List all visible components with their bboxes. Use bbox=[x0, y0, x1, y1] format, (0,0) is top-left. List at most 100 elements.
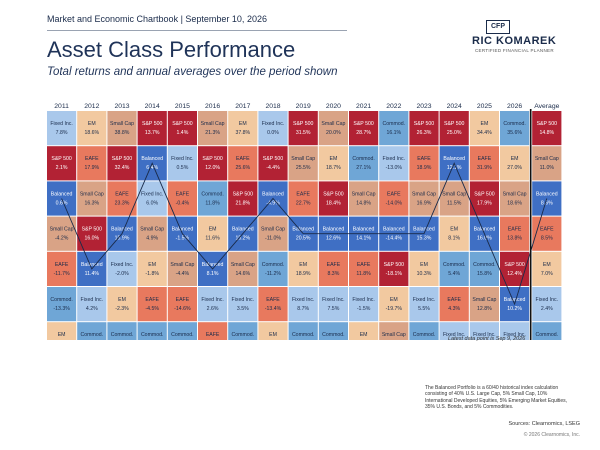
quilt-cell bbox=[469, 322, 499, 340]
cell-value-label: 21.8% bbox=[235, 200, 250, 206]
cell-asset-label: Commod. bbox=[171, 332, 194, 338]
cell-asset-label: Commod. bbox=[536, 332, 559, 338]
quilt-cell bbox=[469, 146, 499, 181]
quilt-cell bbox=[318, 251, 348, 286]
cell-value-label: 14.1% bbox=[356, 236, 371, 242]
cell-value-label: -18.1% bbox=[386, 271, 403, 277]
cell-value-label: 16.9% bbox=[417, 200, 432, 206]
cell-asset-label: EAFE bbox=[176, 297, 190, 303]
quilt-cell bbox=[228, 111, 258, 146]
logo-cfp-badge: CFP bbox=[486, 20, 510, 34]
column-header: 2014 bbox=[145, 103, 160, 110]
cell-value-label: 34.4% bbox=[477, 130, 492, 136]
quilt-cell bbox=[349, 146, 379, 181]
quilt-cell bbox=[532, 287, 562, 322]
cell-value-label: 27.0% bbox=[507, 165, 522, 171]
cell-value-label: 16.1% bbox=[386, 130, 401, 136]
quilt-cell bbox=[379, 287, 409, 322]
cell-asset-label: EAFE bbox=[447, 297, 461, 303]
cell-value-label: 2.4% bbox=[541, 306, 553, 312]
cell-value-label: 8.3% bbox=[327, 271, 339, 277]
quilt-cell bbox=[167, 111, 197, 146]
quilt-cell bbox=[500, 322, 530, 340]
cell-asset-label: EAFE bbox=[508, 227, 522, 233]
cell-asset-label: EAFE bbox=[478, 156, 492, 162]
cell-value-label: 15.9% bbox=[115, 236, 130, 242]
cell-asset-label: EM bbox=[58, 332, 66, 338]
cell-asset-label: EM bbox=[118, 297, 126, 303]
quilt-cell bbox=[228, 146, 258, 181]
cell-value-label: 0.6% bbox=[56, 200, 68, 206]
quilt-cell bbox=[137, 216, 167, 251]
cell-asset-label: Balanced bbox=[443, 156, 465, 162]
quilt-cell bbox=[47, 287, 77, 322]
cell-asset-label: Commod. bbox=[262, 262, 285, 268]
cell-value-label: 8.1% bbox=[207, 271, 219, 277]
cell-asset-label: Small Cap bbox=[110, 121, 134, 127]
column-header: 2015 bbox=[175, 103, 190, 110]
cell-asset-label: Small Cap bbox=[50, 227, 74, 233]
cell-value-label: -13.4% bbox=[265, 306, 282, 312]
cell-asset-label: Balanced bbox=[413, 227, 435, 233]
cell-value-label: 35.6% bbox=[507, 130, 522, 136]
cell-asset-label: EAFE bbox=[55, 262, 69, 268]
cell-asset-label: Commod. bbox=[473, 262, 496, 268]
cell-asset-label: Balanced bbox=[172, 227, 194, 233]
cell-value-label: 11.4% bbox=[85, 271, 100, 277]
cell-value-label: -19.7% bbox=[386, 306, 403, 312]
cell-value-label: 7.0% bbox=[541, 271, 553, 277]
cell-asset-label: Small Cap bbox=[442, 191, 466, 197]
quilt-cell bbox=[409, 111, 439, 146]
page-title: Asset Class Performance bbox=[47, 37, 296, 62]
cell-value-label: 31.9% bbox=[477, 165, 492, 171]
cell-value-label: -4.4% bbox=[176, 271, 190, 277]
quilt-cell bbox=[198, 216, 228, 251]
cell-asset-label: Commod. bbox=[292, 332, 315, 338]
page-subtitle: Total returns and annual averages over t… bbox=[47, 66, 338, 78]
cell-value-label: 38.8% bbox=[115, 130, 130, 136]
cell-asset-label: Small Cap bbox=[261, 227, 285, 233]
quilt-cell bbox=[107, 251, 137, 286]
quilt-cell bbox=[288, 287, 318, 322]
cell-value-label: -11.2% bbox=[265, 271, 281, 277]
cell-value-label: 25.6% bbox=[235, 165, 250, 171]
sources-text: Sources: Clearnomics, LSEG bbox=[508, 421, 580, 427]
quilt-cell bbox=[137, 111, 167, 146]
cell-asset-label: Fixed Inc. bbox=[536, 297, 559, 303]
cell-value-label: 4.3% bbox=[448, 306, 460, 312]
quilt-cell bbox=[167, 251, 197, 286]
cell-value-label: 5.5% bbox=[418, 306, 430, 312]
asset-class-quilt-chart: 2011 2012 2013 2014 2015 2016 2017 2018 2019 2020… bbox=[47, 103, 562, 340]
quilt-cell bbox=[288, 181, 318, 216]
cell-value-label: 15.8% bbox=[477, 271, 492, 277]
cell-value-label: -1.8% bbox=[145, 271, 159, 277]
cell-value-label: 1.4% bbox=[176, 130, 188, 136]
quilt-cell bbox=[409, 287, 439, 322]
quilt-cell bbox=[532, 181, 562, 216]
column-header: 2025 bbox=[477, 103, 492, 110]
cell-value-label: 20.0% bbox=[326, 130, 341, 136]
quilt-cell bbox=[439, 216, 469, 251]
quilt-cell bbox=[47, 146, 77, 181]
cell-value-label: 28.7% bbox=[356, 130, 371, 136]
quilt-cell bbox=[469, 287, 499, 322]
column-header: 2024 bbox=[447, 103, 462, 110]
quilt-cell bbox=[288, 322, 318, 340]
quilt-cell bbox=[77, 287, 107, 322]
cell-asset-label: Commod. bbox=[383, 121, 406, 127]
cell-asset-label: S&P 500 bbox=[353, 121, 373, 127]
cell-value-label: 2.6% bbox=[207, 306, 219, 312]
quilt-cell bbox=[349, 251, 379, 286]
cell-asset-label: Small Cap bbox=[352, 191, 376, 197]
quilt-cell bbox=[47, 251, 77, 286]
quilt-cell bbox=[532, 322, 562, 340]
cell-asset-label: Balanced bbox=[141, 156, 163, 162]
cell-value-label: 11.8% bbox=[205, 200, 220, 206]
cell-value-label: -2.0% bbox=[115, 271, 129, 277]
cell-asset-label: Small Cap bbox=[382, 332, 406, 338]
cell-asset-label: Balanced bbox=[202, 262, 224, 268]
quilt-cell bbox=[198, 287, 228, 322]
column-header: 2022 bbox=[386, 103, 401, 110]
cell-value-label: 4.2% bbox=[86, 306, 98, 312]
cell-asset-label: EAFE bbox=[145, 297, 159, 303]
